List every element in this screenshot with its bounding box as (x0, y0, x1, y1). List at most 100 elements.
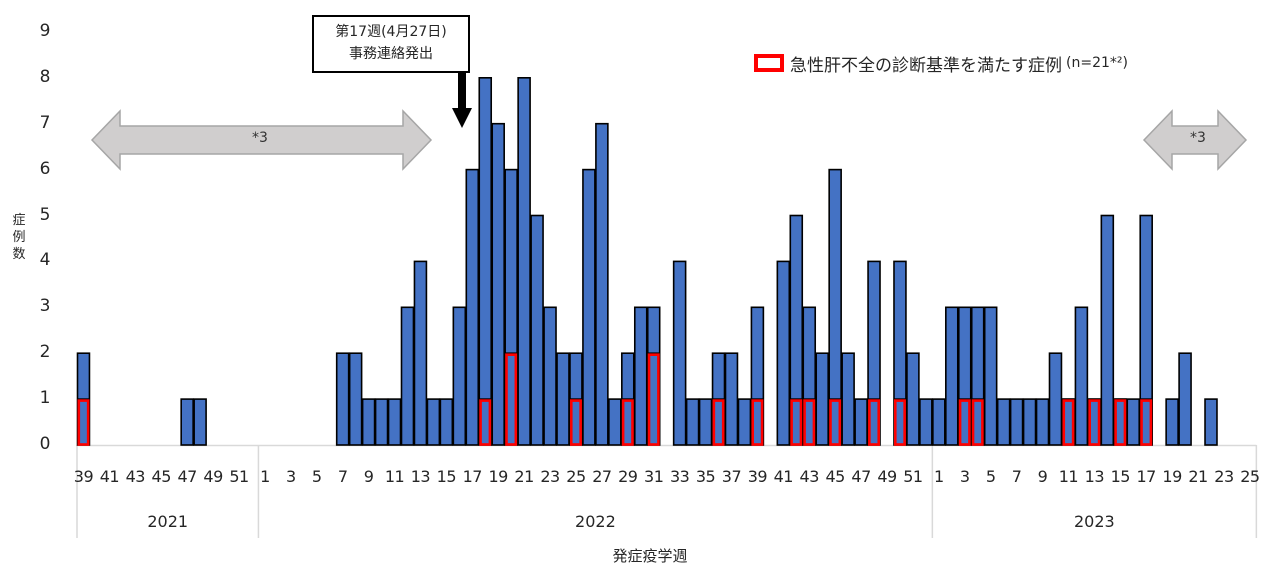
x-tick-week: 45 (151, 467, 172, 486)
acute-liver-failure-box (790, 399, 803, 446)
acute-liver-failure-box (1114, 399, 1127, 446)
acute-liver-failure-box (712, 399, 725, 446)
bar (439, 398, 454, 446)
bar (582, 168, 596, 446)
bar (1204, 398, 1218, 446)
bar (413, 260, 428, 446)
x-tick-week: 1 (260, 467, 270, 486)
x-tick-week: 41 (99, 467, 120, 486)
x-tick-week: 23 (1214, 467, 1234, 486)
bar (1048, 352, 1063, 446)
bar (672, 260, 687, 446)
bar (387, 398, 402, 446)
bar (737, 398, 752, 446)
bar (478, 77, 493, 446)
bar (1022, 398, 1037, 446)
bar (841, 352, 855, 446)
legend-red-box-icon (754, 54, 784, 72)
bar (348, 352, 363, 446)
y-tick-9: 9 (39, 20, 51, 41)
bar (711, 352, 726, 446)
bar (452, 306, 467, 446)
bar (335, 352, 350, 446)
x-tick-week: 33 (669, 467, 690, 486)
x-tick-week: 5 (985, 467, 996, 486)
y-axis-title: 症例数 (12, 213, 26, 262)
bar (983, 306, 998, 446)
x-tick-week: 31 (644, 467, 664, 486)
x-tick-week: 35 (695, 467, 716, 486)
x-tick-week: 25 (1240, 467, 1260, 486)
acute-liver-failure-box (829, 399, 842, 446)
bar (595, 122, 609, 446)
y-tick-8: 8 (39, 66, 51, 87)
callout-line1: 第17週(4月27日) (335, 24, 447, 40)
x-tick-week: 1 (933, 467, 944, 486)
bar (374, 398, 389, 446)
bar (400, 306, 415, 446)
bar (1074, 306, 1089, 446)
down-arrow-icon (452, 108, 472, 128)
x-tick-week: 43 (799, 467, 820, 486)
bar (608, 398, 622, 446)
bar (491, 122, 505, 446)
x-tick-week: 51 (903, 467, 923, 486)
bar (1126, 398, 1141, 446)
acute-liver-failure-box (751, 399, 764, 446)
bar (180, 398, 194, 446)
bar (556, 352, 570, 446)
x-tick-week: 13 (1084, 467, 1105, 486)
acute-liver-failure-box (958, 399, 971, 446)
bar (361, 398, 376, 446)
bar (724, 352, 739, 446)
x-tick-week: 3 (959, 467, 970, 486)
bar (621, 352, 635, 446)
bar (1087, 398, 1102, 446)
bar (530, 214, 544, 446)
bar (517, 77, 531, 446)
x-tick-week: 3 (285, 467, 296, 486)
acute-liver-failure-box (1062, 399, 1075, 446)
x-tick-week: 17 (1136, 467, 1157, 486)
bar (802, 306, 817, 446)
x-tick-week: 11 (384, 467, 405, 486)
bar (970, 306, 985, 446)
bar (854, 398, 868, 446)
x-tick-week: 21 (1188, 467, 1208, 486)
x-tick-week: 7 (1011, 467, 1022, 486)
bar (1113, 398, 1128, 446)
x-tick-week: 9 (363, 467, 374, 486)
bar (685, 398, 700, 446)
y-tick-1: 1 (39, 388, 51, 409)
x-tick-week: 19 (488, 467, 509, 486)
bar (1178, 352, 1192, 446)
x-tick-week: 37 (721, 467, 742, 486)
acute-liver-failure-box (893, 399, 906, 446)
y-tick-6: 6 (39, 158, 51, 179)
x-tick-week: 39 (747, 467, 768, 486)
bar (789, 214, 804, 446)
acute-liver-failure-box (569, 399, 582, 446)
x-year-2021: 2021 (147, 512, 189, 531)
acute-liver-failure-box (479, 399, 492, 446)
y-tick-3: 3 (39, 296, 51, 317)
bar (919, 398, 933, 446)
x-tick-week: 15 (1110, 467, 1131, 486)
x-tick-week: 5 (311, 467, 322, 486)
bar (906, 352, 920, 446)
bar (543, 306, 557, 446)
x-tick-week: 13 (410, 467, 431, 486)
bar (1139, 214, 1153, 446)
acute-liver-failure-box (868, 399, 881, 446)
legend: 急性肝不全の診断基準を満たす症例 (n=21*²) (754, 50, 1128, 76)
acute-liver-failure-box (1140, 399, 1153, 446)
x-tick-week: 25 (566, 467, 586, 486)
x-tick-week: 49 (203, 467, 223, 486)
y-tick-7: 7 (39, 112, 51, 133)
acute-liver-failure-box (647, 353, 660, 446)
right-arrow-note: *3 (1190, 130, 1206, 146)
x-tick-week: 27 (592, 467, 612, 486)
acute-liver-failure-box (621, 399, 634, 446)
x-tick-week: 23 (540, 467, 560, 486)
